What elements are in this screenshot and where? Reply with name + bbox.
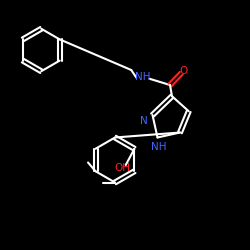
Text: N: N (140, 116, 147, 126)
Text: NH: NH (135, 72, 150, 83)
Text: O: O (180, 66, 188, 76)
Text: NH: NH (151, 142, 166, 152)
Text: OH: OH (114, 162, 130, 172)
